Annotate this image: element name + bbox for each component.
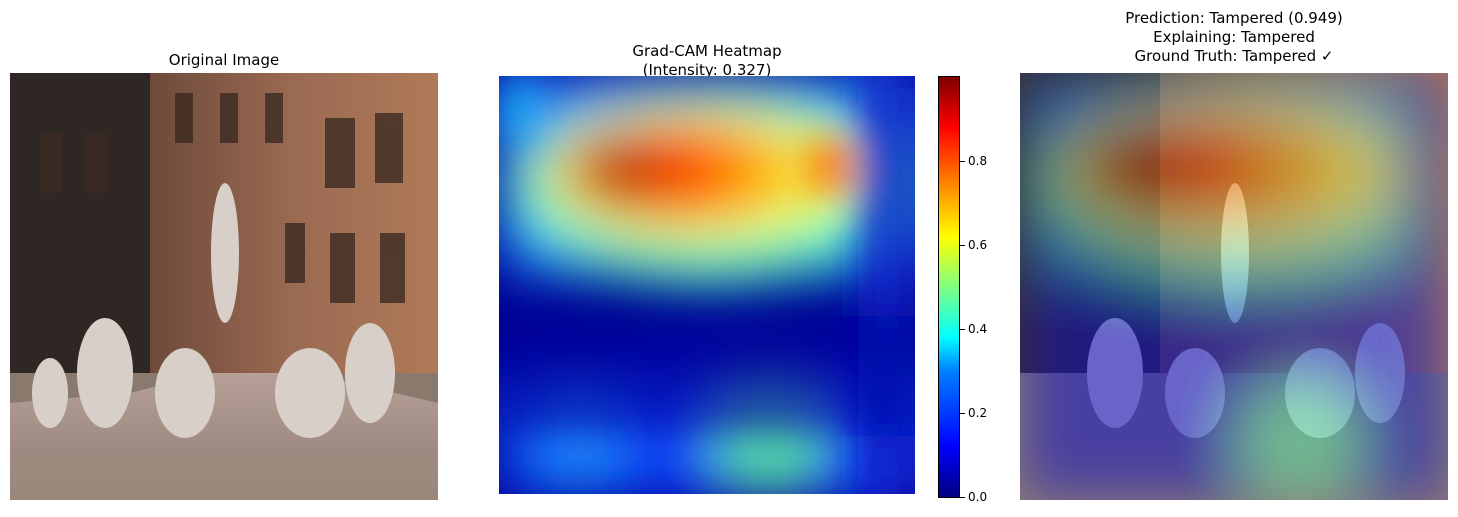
heatmap-title: Grad-CAM Heatmap (Intensity: 0.327) (632, 42, 782, 79)
colorbar-tick (960, 245, 965, 246)
colorbar-tick-label: 0.8 (968, 154, 988, 168)
colorbar-tick (960, 497, 965, 498)
colorbar-tick (960, 329, 965, 330)
gradcam-overlay-image (1020, 73, 1448, 500)
original-image-title: Original Image (168, 51, 280, 69)
colorbar-tick (960, 413, 965, 414)
colorbar (938, 76, 960, 498)
colorbar-tick (960, 161, 965, 162)
overlay-title: Prediction: Tampered (0.949) Explaining:… (1125, 9, 1343, 65)
colorbar-tick-label: 0.2 (968, 406, 988, 420)
colorbar-tick-label: 0.6 (968, 238, 988, 252)
colorbar-tick-label: 0.0 (968, 490, 988, 504)
original-image (10, 73, 438, 500)
gradcam-heatmap (499, 76, 915, 494)
colorbar-tick-label: 0.4 (968, 322, 988, 336)
